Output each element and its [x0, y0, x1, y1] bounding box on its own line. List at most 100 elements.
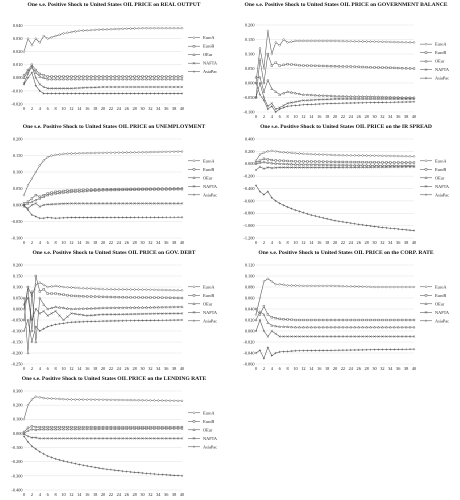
data-point	[404, 325, 408, 329]
data-point	[353, 163, 357, 167]
legend-marker	[192, 294, 196, 297]
data-point	[396, 285, 400, 289]
legend-marker	[424, 76, 428, 80]
data-point	[109, 188, 113, 192]
data-point	[50, 397, 54, 400]
data-point	[121, 398, 125, 402]
data-point	[310, 166, 313, 169]
data-point	[282, 106, 285, 109]
x-tick-label: 12	[301, 240, 305, 245]
data-point	[388, 40, 392, 44]
data-point	[310, 214, 313, 217]
data-point	[290, 335, 293, 338]
data-point	[325, 160, 329, 163]
x-tick-label: 12	[69, 240, 73, 245]
data-point	[321, 284, 325, 288]
data-point	[345, 65, 348, 68]
legend-label: OEur	[435, 59, 445, 64]
data-point	[282, 335, 285, 338]
legend-marker	[192, 428, 196, 431]
data-point	[329, 153, 333, 157]
data-point	[121, 27, 125, 31]
data-point	[38, 217, 41, 220]
series-euroa	[22, 395, 184, 421]
data-point	[30, 425, 34, 428]
x-tick-label: 26	[125, 240, 130, 245]
data-point	[345, 318, 348, 322]
data-point	[404, 161, 408, 164]
data-point	[46, 92, 49, 95]
data-point	[377, 97, 380, 101]
data-point	[46, 454, 49, 458]
data-point	[160, 427, 164, 430]
data-point	[26, 426, 30, 429]
data-point	[317, 325, 321, 329]
data-point	[145, 472, 148, 475]
data-point	[290, 284, 293, 287]
data-point	[369, 325, 373, 329]
data-point	[62, 191, 65, 194]
data-point	[298, 39, 301, 43]
data-point	[156, 77, 160, 81]
x-tick-label: 12	[301, 114, 305, 119]
data-point	[345, 335, 349, 338]
x-tick-label: 34	[156, 366, 161, 371]
data-point	[85, 189, 89, 193]
data-point	[121, 151, 125, 154]
data-point	[42, 396, 46, 400]
data-point	[270, 323, 274, 327]
data-point	[164, 305, 168, 309]
data-point	[94, 92, 97, 95]
data-point	[317, 335, 321, 338]
data-point	[310, 98, 313, 102]
data-point	[160, 202, 164, 205]
y-tick-label: -0.200	[11, 350, 22, 355]
data-point	[152, 187, 156, 191]
data-point	[117, 151, 121, 155]
data-point	[109, 75, 113, 78]
data-point	[270, 87, 274, 90]
data-point	[113, 202, 117, 205]
y-tick-label: 0.030	[13, 36, 23, 41]
chart-panel: One s.e. Positive Shock to United States…	[234, 2, 458, 122]
x-tick-label: 12	[301, 366, 305, 371]
data-point	[254, 313, 258, 316]
data-point	[97, 295, 101, 298]
legend-entry: EuroA	[188, 158, 215, 163]
data-point	[97, 306, 101, 310]
legend-marker	[424, 168, 428, 171]
legend-marker	[192, 70, 196, 73]
data-point	[42, 159, 46, 162]
data-point	[298, 99, 301, 103]
data-point	[42, 34, 46, 38]
data-point	[381, 161, 384, 164]
data-point	[22, 296, 26, 300]
legend-entry: EuroA	[188, 410, 215, 415]
data-point	[180, 474, 184, 477]
data-point	[353, 325, 357, 329]
data-point	[105, 287, 109, 291]
data-point	[42, 437, 46, 440]
data-point	[145, 26, 148, 30]
data-point	[22, 303, 26, 306]
x-tick-label: 2	[31, 106, 33, 111]
x-tick-label: 40	[412, 366, 416, 371]
data-point	[164, 399, 168, 403]
data-point	[172, 26, 176, 30]
data-point	[125, 306, 129, 309]
y-tick-label: -0.020	[243, 339, 254, 344]
data-point	[278, 162, 282, 165]
legend-marker	[192, 53, 196, 56]
data-point	[148, 305, 152, 309]
data-point	[298, 104, 301, 107]
x-tick-label: 14	[77, 366, 82, 371]
data-point	[137, 202, 140, 205]
data-point	[337, 335, 341, 338]
data-point	[326, 217, 329, 220]
data-point	[58, 33, 61, 37]
data-point	[121, 92, 124, 95]
data-point	[309, 284, 313, 288]
data-point	[113, 295, 116, 299]
data-point	[58, 427, 62, 431]
data-point	[176, 318, 180, 322]
